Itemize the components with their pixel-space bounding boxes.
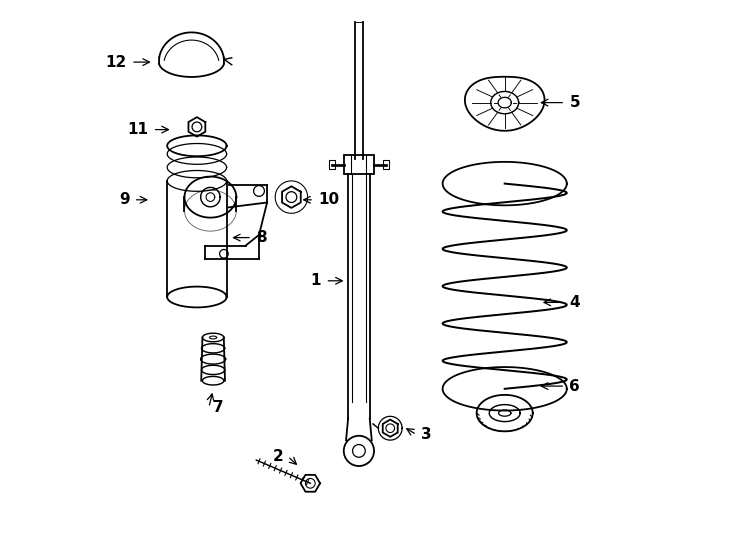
Text: 6: 6 [570,379,581,394]
Bar [344,155,374,174]
Text: 3: 3 [421,427,432,442]
Text: 7: 7 [213,400,224,415]
Text: 2: 2 [272,449,283,464]
Text: 11: 11 [127,122,148,137]
Text: 8: 8 [256,230,267,245]
Bar [330,160,335,169]
Text: 9: 9 [119,192,129,207]
Text: 1: 1 [310,273,321,288]
Text: 10: 10 [319,192,340,207]
Text: 4: 4 [570,295,580,310]
Bar [383,160,388,169]
Text: 12: 12 [106,55,127,70]
Text: 5: 5 [570,95,580,110]
